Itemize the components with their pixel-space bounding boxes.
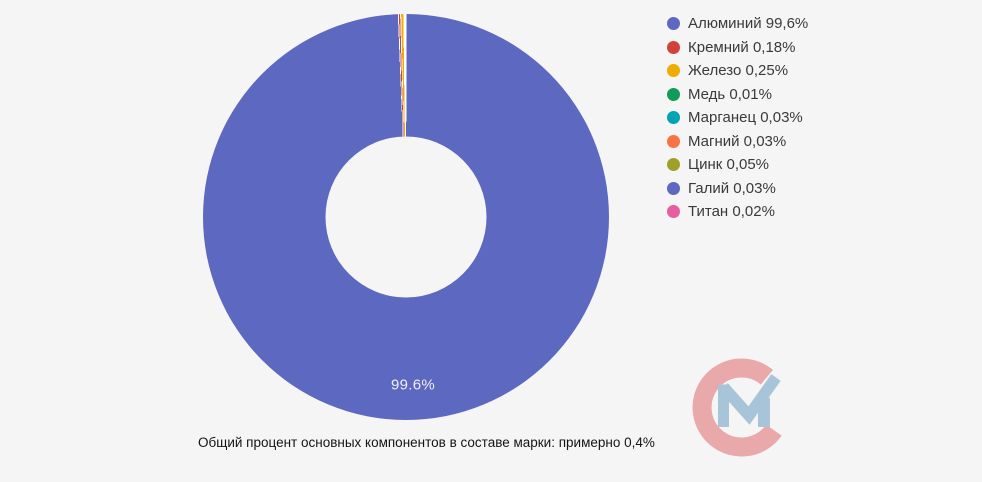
logo-c-ring [692,358,782,457]
legend-label: Магний 0,03% [688,132,787,150]
legend-item-3[interactable]: Медь 0,01% [667,83,808,107]
legend-item-5[interactable]: Магний 0,03% [667,130,808,154]
legend-marker [667,181,680,195]
legend-label: Кремний 0,18% [688,38,796,56]
legend-label: Марганец 0,03% [688,109,803,127]
legend-marker [667,17,680,31]
legend-item-6[interactable]: Цинк 0,05% [667,153,808,177]
donut-chart[interactable]: 99.6% [203,14,609,420]
legend-item-1[interactable]: Кремний 0,18% [667,36,808,60]
legend-label: Титан 0,02% [688,203,775,221]
legend-item-7[interactable]: Галий 0,03% [667,177,808,201]
cm-logo [692,358,782,457]
legend-label: Железо 0,25% [688,62,789,80]
legend-item-0[interactable]: Алюминий 99,6% [667,12,808,36]
legend: Алюминий 99,6% Кремний 0,18% Железо 0,25% М… [667,12,808,224]
chart-caption: Общий процент основных компонентов в сос… [198,435,655,450]
legend-label: Цинк 0,05% [688,156,770,174]
legend-marker [667,111,680,125]
legend-marker [667,64,680,78]
slice-value-label: 99.6% [390,376,436,394]
legend-marker [667,158,680,172]
legend-item-2[interactable]: Железо 0,25% [667,59,808,83]
donut-hole [325,136,487,298]
legend-marker [667,134,680,148]
legend-marker [667,205,680,219]
legend-label: Алюминий 99,6% [688,15,809,33]
logo-m-right-leg [758,397,770,427]
legend-label: Галий 0,03% [688,179,776,197]
logo-m-check [719,374,781,425]
legend-marker [667,87,680,101]
legend-item-8[interactable]: Титан 0,02% [667,200,808,224]
legend-label: Медь 0,01% [688,85,772,103]
logo-m-left-bar [718,384,729,427]
legend-marker [667,40,680,54]
legend-item-4[interactable]: Марганец 0,03% [667,106,808,130]
